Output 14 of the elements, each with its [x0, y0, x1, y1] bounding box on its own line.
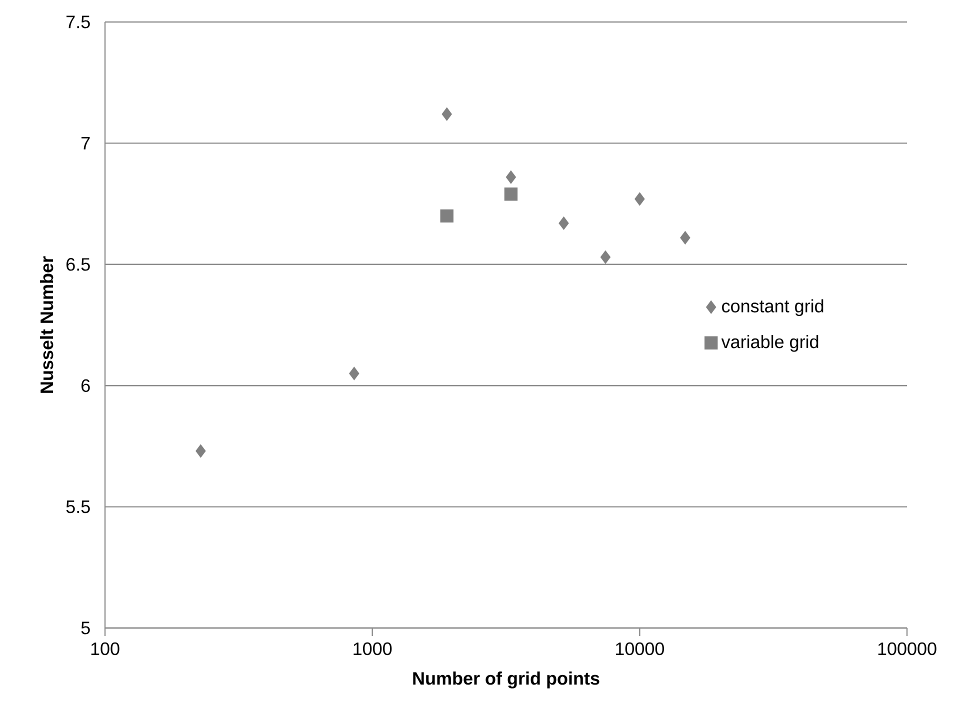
- legend-label: constant grid: [722, 299, 824, 316]
- y-tick-label: 6: [82, 379, 90, 392]
- x-axis-title: Number of grid points: [413, 672, 600, 688]
- y-tick-label: 5.5: [66, 500, 90, 514]
- x-tick-label: 1000: [354, 642, 392, 656]
- y-tick-label: 5: [81, 622, 90, 634]
- y-axis-title: Nusselt Number: [40, 256, 54, 393]
- legend-label: variable grid: [721, 334, 818, 352]
- x-tick-label: 100000: [878, 642, 936, 656]
- y-tick-label: 7: [82, 137, 90, 150]
- x-tick-label: 10000: [616, 642, 664, 656]
- y-tick-label: 7.5: [66, 16, 90, 28]
- y-tick-label: 6.5: [66, 258, 90, 271]
- x-tick-label: 100: [91, 642, 120, 656]
